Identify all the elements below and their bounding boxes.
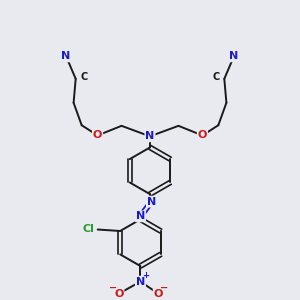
- Text: N: N: [229, 51, 239, 61]
- Text: O: O: [154, 289, 163, 298]
- Text: −: −: [109, 283, 117, 293]
- Text: N: N: [61, 51, 71, 61]
- Text: −: −: [160, 283, 168, 293]
- Text: N: N: [147, 196, 156, 207]
- Text: +: +: [142, 271, 149, 280]
- Text: O: O: [93, 130, 102, 140]
- Text: N: N: [146, 131, 154, 141]
- Text: C: C: [80, 72, 88, 82]
- Text: C: C: [212, 72, 220, 82]
- Text: Cl: Cl: [83, 224, 95, 234]
- Text: O: O: [198, 130, 207, 140]
- Text: N: N: [136, 277, 145, 286]
- Text: N: N: [136, 211, 145, 221]
- Text: O: O: [114, 289, 124, 298]
